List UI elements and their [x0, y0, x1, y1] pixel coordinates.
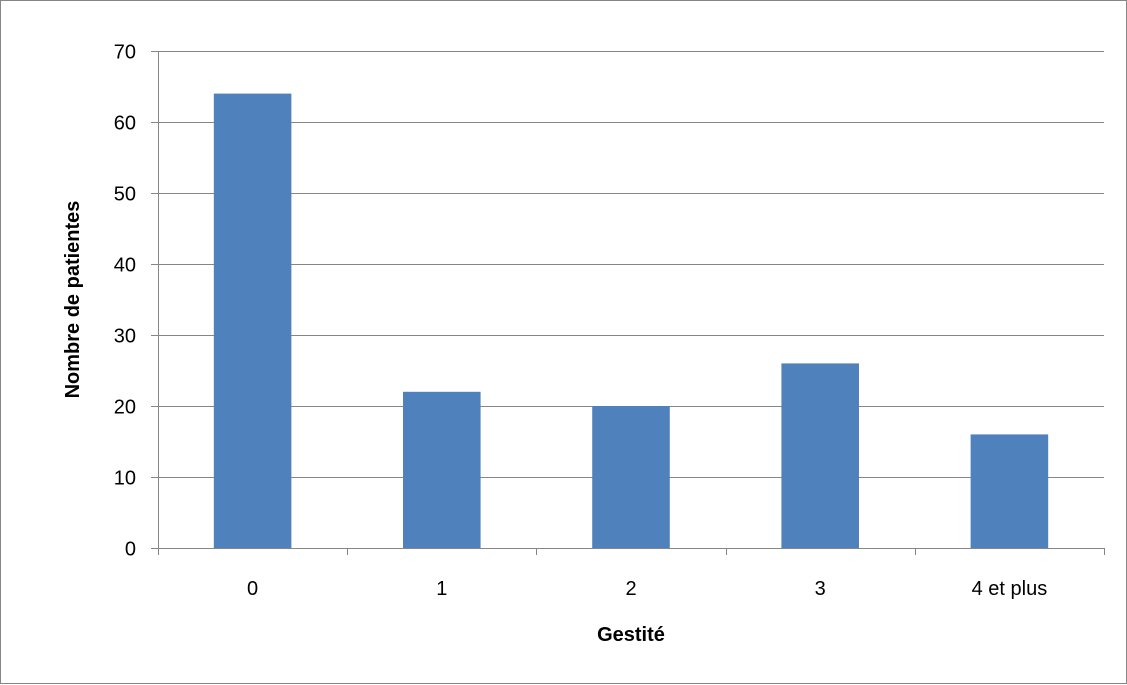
x-tick-label-1: 1 [436, 578, 447, 600]
y-tick-label-0: 0 [125, 539, 136, 561]
y-tick-label-70: 70 [114, 42, 136, 64]
x-tick-label-3: 3 [815, 578, 826, 600]
y-tick-label-60: 60 [114, 113, 136, 135]
x-tick-labels: 0 1 2 3 4 et plus [247, 578, 1047, 600]
y-tick-label-50: 50 [114, 184, 136, 206]
x-axis-title: Gestité [597, 624, 665, 646]
y-tick-label-10: 10 [114, 468, 136, 490]
y-tick-label-20: 20 [114, 397, 136, 419]
y-tick-label-30: 30 [114, 326, 136, 348]
bar-4-et-plus [970, 434, 1049, 548]
x-tick-label-0: 0 [247, 578, 258, 600]
y-tick-labels: 0 10 20 30 40 50 60 70 [114, 42, 136, 561]
axes [151, 51, 1105, 555]
x-tick-label-2: 2 [625, 578, 636, 600]
y-tick-label-40: 40 [114, 255, 136, 277]
gridlines [158, 51, 1104, 478]
bars [213, 93, 1049, 548]
bar-0 [213, 93, 292, 548]
y-axis-title: Nombre de patientes [62, 201, 84, 399]
bar-2 [592, 406, 670, 548]
x-tick-label-4-et-plus: 4 et plus [972, 578, 1048, 600]
bar-1 [403, 391, 481, 548]
bar-3 [781, 363, 859, 548]
